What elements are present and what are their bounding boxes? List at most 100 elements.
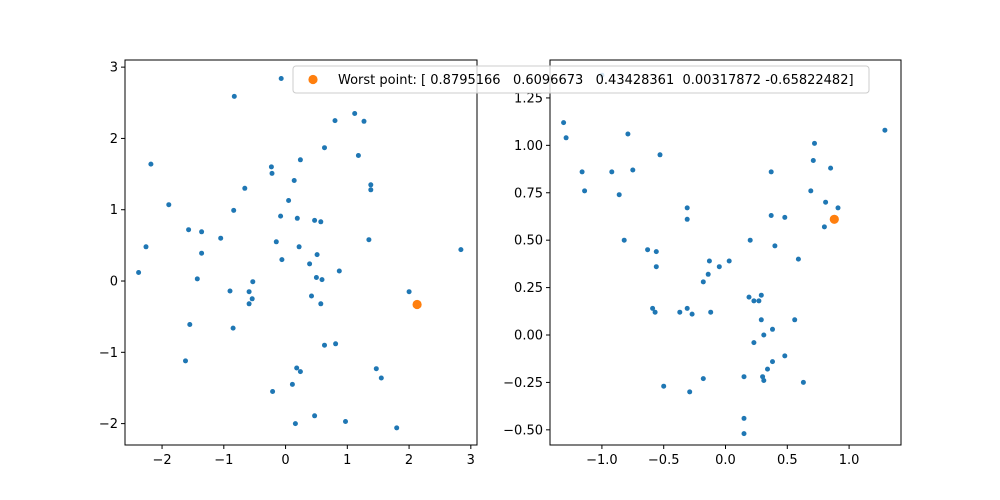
data-point-0-13 [368, 187, 374, 193]
x-tick-label: −1 [214, 453, 233, 468]
data-point-0-29 [458, 247, 464, 253]
data-point-0-3 [625, 131, 631, 137]
x-tick-label: −0.5 [648, 453, 680, 468]
worst-point-1-0 [412, 299, 422, 310]
data-point-0-40 [406, 289, 412, 295]
data-point-0-42 [227, 288, 233, 294]
y-tick-label: 0 [110, 275, 118, 290]
data-point-0-18 [684, 205, 690, 211]
data-point-0-1 [231, 93, 237, 99]
data-point-0-49 [751, 340, 757, 346]
legend-label: Worst point: [ 0.8795166 0.6096673 0.434… [338, 73, 854, 88]
data-point-0-21 [318, 219, 324, 225]
data-point-0-16 [166, 202, 172, 208]
data-point-0-10 [609, 169, 615, 175]
data-point-0-47 [770, 326, 775, 332]
axes-frame [124, 59, 478, 446]
worst-point-1-0 [829, 214, 839, 224]
data-point-0-51 [183, 358, 188, 364]
data-point-0-52 [765, 366, 770, 372]
data-point-0-22 [821, 224, 827, 230]
y-tick-label: 0.75 [514, 186, 543, 201]
data-point-0-34 [336, 268, 342, 274]
data-point-0-46 [318, 301, 324, 307]
data-point-0-39 [250, 279, 256, 285]
data-point-0-35 [758, 292, 764, 298]
data-point-0-12 [768, 169, 774, 175]
axes-frame [549, 59, 902, 446]
data-point-0-20 [312, 217, 318, 223]
x-tick-label: 2 [405, 453, 413, 468]
legend-marker [308, 74, 318, 85]
y-tick-label: 1 [110, 203, 118, 218]
data-point-0-20 [782, 214, 788, 220]
data-point-0-45 [758, 317, 764, 323]
data-point-0-25 [366, 237, 372, 243]
data-point-0-15 [616, 192, 622, 198]
data-point-0-41 [246, 289, 252, 295]
data-point-0-61 [394, 425, 400, 431]
data-point-0-40 [652, 309, 658, 315]
data-point-0-7 [322, 145, 327, 151]
data-point-0-24 [747, 237, 753, 243]
data-point-0-43 [249, 296, 255, 302]
data-point-0-45 [246, 301, 252, 307]
data-point-0-2 [352, 111, 358, 116]
data-point-0-52 [294, 365, 300, 371]
y-tick-label: −2 [99, 417, 118, 432]
data-point-0-43 [689, 311, 695, 317]
data-point-0-8 [828, 165, 834, 171]
data-point-0-44 [309, 293, 314, 299]
legend-frame [292, 65, 870, 94]
data-point-0-31 [314, 252, 320, 258]
data-point-0-32 [653, 264, 659, 270]
data-point-0-60 [741, 415, 747, 421]
data-point-0-35 [136, 270, 142, 275]
data-point-0-57 [800, 379, 806, 385]
data-point-0-33 [705, 271, 711, 277]
data-point-0-29 [706, 258, 712, 264]
data-point-0-27 [296, 244, 302, 250]
data-point-0-57 [270, 389, 276, 394]
data-point-0-10 [269, 170, 275, 176]
data-point-0-7 [810, 158, 816, 163]
data-point-0-46 [792, 317, 798, 323]
data-point-0-11 [579, 169, 585, 175]
x-tick-label: 0 [281, 453, 289, 468]
x-tick-label: 0.0 [715, 453, 736, 468]
x-tick-label: −2 [152, 453, 171, 468]
data-point-0-37 [751, 298, 757, 304]
data-point-0-19 [768, 213, 774, 218]
data-point-0-50 [322, 342, 327, 348]
data-points [136, 76, 464, 431]
data-point-0-9 [268, 164, 274, 170]
legend: Worst point: [ 0.8795166 0.6096673 0.434… [292, 65, 870, 94]
data-point-0-23 [199, 229, 205, 235]
data-point-0-21 [684, 216, 690, 222]
data-point-0-60 [292, 421, 298, 427]
x-tick-label: 0.5 [777, 453, 798, 468]
data-point-0-38 [756, 298, 762, 304]
data-point-0-12 [368, 182, 374, 188]
data-point-0-36 [746, 294, 752, 300]
y-tick-label: 3 [110, 61, 118, 76]
data-point-0-13 [582, 188, 588, 194]
data-point-0-15 [286, 198, 292, 203]
data-point-0-54 [760, 374, 766, 380]
data-point-0-55 [700, 376, 706, 382]
data-point-0-39 [650, 305, 656, 311]
data-point-0-17 [835, 205, 841, 211]
data-point-0-22 [186, 227, 192, 233]
y-tick-label: 2 [110, 132, 118, 147]
data-point-0-49 [333, 341, 339, 347]
x-tick-label: 1 [343, 453, 351, 468]
data-point-0-48 [230, 325, 236, 331]
data-point-0-14 [808, 188, 814, 194]
data-point-0-55 [378, 375, 384, 381]
data-point-0-36 [313, 275, 319, 280]
data-point-0-61 [741, 431, 747, 437]
y-tick-label: 0.00 [514, 329, 543, 344]
data-point-0-47 [187, 322, 193, 327]
x-tick-label: 3 [467, 453, 475, 468]
